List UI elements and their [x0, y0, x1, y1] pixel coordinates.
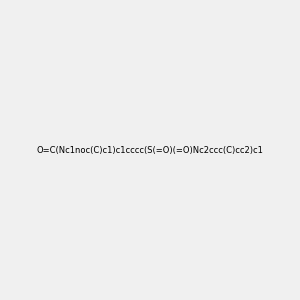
Text: O=C(Nc1noc(C)c1)c1cccc(S(=O)(=O)Nc2ccc(C)cc2)c1: O=C(Nc1noc(C)c1)c1cccc(S(=O)(=O)Nc2ccc(C… — [37, 146, 263, 154]
